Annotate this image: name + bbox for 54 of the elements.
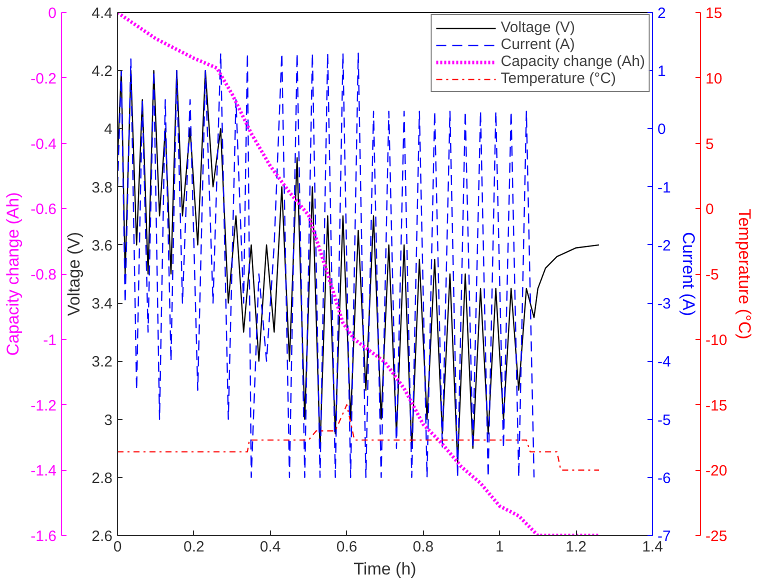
- y3-tick-label: 0: [706, 201, 714, 218]
- y3-tick-label: 5: [706, 136, 714, 153]
- y3-tick-label: -10: [706, 332, 728, 349]
- y2-tick-label: -3: [658, 296, 671, 313]
- y-tick-label: 2.6: [92, 528, 113, 545]
- y-tick-label: -0.2: [30, 70, 57, 88]
- x-tick-label: 0.8: [412, 538, 434, 556]
- y-tick-label: -1.4: [30, 462, 57, 480]
- y3-tick-label: -25: [706, 528, 728, 545]
- y3-tick-label: 15: [706, 5, 722, 22]
- y2-tick-label: -2: [658, 237, 671, 254]
- y2-tick-label: -4: [658, 354, 671, 371]
- y2-tick-label: 2: [658, 5, 666, 22]
- y-axis-title: Voltage (V): [64, 232, 84, 316]
- x-tick-label: 1: [495, 538, 504, 556]
- y-tick-label: 3: [104, 412, 112, 429]
- legend-label: Voltage (V): [500, 19, 575, 36]
- y2-axis-title: Current (A): [678, 232, 698, 316]
- y2-tick-label: -6: [658, 470, 671, 487]
- x-tick-label: 0.2: [184, 538, 204, 556]
- x-axis-title: Time (h): [354, 560, 416, 578]
- y-tick-label: 4.4: [92, 5, 113, 22]
- legend-label: Temperature (°C): [500, 70, 616, 87]
- y2-tick-label: 1: [658, 63, 666, 80]
- y3-tick-label: -5: [706, 266, 719, 284]
- y2-tick-label: 0: [658, 121, 666, 138]
- y-tick-label: -0.8: [30, 266, 57, 284]
- y3-tick-label: 10: [706, 70, 722, 88]
- y-tick-label: 2.8: [92, 470, 113, 487]
- y2-tick-label: -1: [658, 179, 671, 196]
- y3-axis-title: Temperature (°C): [735, 208, 754, 340]
- y-tick-label: 0: [48, 5, 56, 22]
- y-tick-label: 3.4: [92, 296, 113, 313]
- y-tick-label: -0.4: [30, 136, 57, 153]
- y-tick-label: -0.6: [30, 201, 57, 218]
- y-tick-label: 3.6: [92, 237, 113, 254]
- line-series: [118, 404, 600, 471]
- x-tick-label: 0.6: [336, 538, 358, 556]
- y-tick-label: -1.2: [30, 397, 57, 414]
- y-tick-label: 3.8: [92, 179, 113, 196]
- y-tick-label: 4.2: [92, 63, 113, 80]
- legend-label: Current (A): [500, 36, 575, 53]
- y-tick-label: 4: [104, 121, 112, 138]
- y-tick-label: -1: [43, 332, 57, 349]
- x-tick-label: 0.4: [260, 538, 281, 556]
- y-axis-title: Capacity change (Ah): [4, 192, 23, 356]
- y3-tick-label: -20: [706, 462, 728, 480]
- legend-label: Capacity change (Ah): [500, 53, 645, 70]
- y-tick-label: 3.2: [92, 354, 113, 371]
- x-tick-label: 1.2: [566, 538, 587, 556]
- y3-tick-label: -15: [706, 397, 728, 414]
- x-tick-label: 1.4: [642, 538, 663, 556]
- y-tick-label: -1.6: [30, 528, 57, 545]
- y2-tick-label: -5: [658, 412, 671, 429]
